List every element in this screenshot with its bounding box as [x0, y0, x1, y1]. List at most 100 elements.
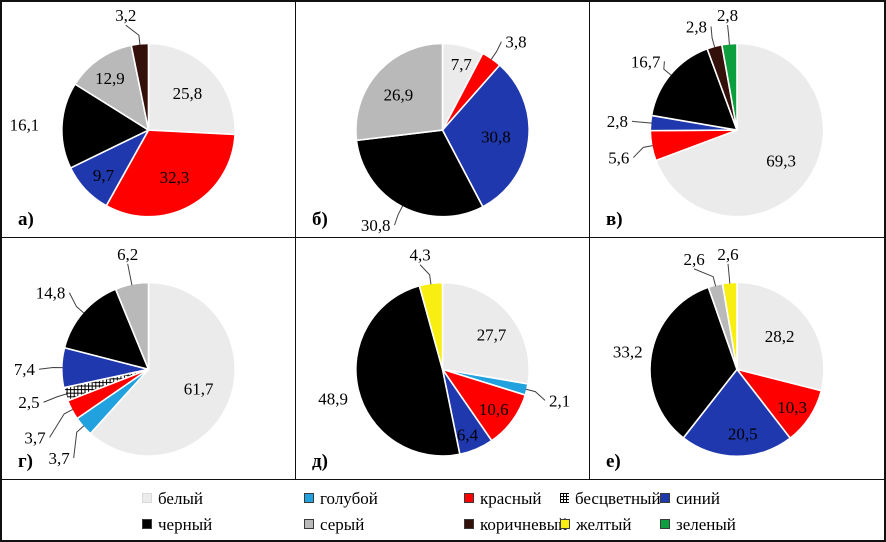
legend-row: черный серый коричневый желтый зеленый [2, 511, 884, 537]
pie-slice-gray [355, 42, 444, 142]
data-label-gray: 26,9 [384, 85, 414, 104]
label-leader-line [49, 408, 73, 438]
label-leader-line [631, 120, 652, 124]
label-leader-line [663, 61, 672, 76]
legend-item-red: красный [464, 490, 560, 507]
legend-item-green: зеленый [660, 516, 884, 533]
panel-label-g: г) [18, 451, 33, 472]
pie-chart-a: 25,8 32,3 9,7 16,1 12,9 3,2 [10, 6, 236, 218]
data-label-white: 7,7 [451, 55, 472, 74]
legend-swatch-black-icon [142, 519, 152, 529]
pie-slice-gray [74, 44, 150, 131]
legend-label-brown: коричневый [480, 514, 568, 534]
pie-slice-white [89, 281, 236, 457]
data-label-white: 25,8 [173, 84, 203, 103]
data-label-red: 10,3 [777, 398, 807, 417]
data-label-blue: 7,4 [14, 360, 36, 379]
data-label-blue: 9,7 [93, 166, 114, 185]
pie-slice-blue [682, 368, 791, 458]
data-label-brown: 2,8 [686, 17, 707, 36]
data-label-black: 16,7 [631, 52, 661, 71]
legend-label-red: красный [480, 488, 542, 508]
label-leader-line [490, 41, 502, 60]
panel-label-a: а) [18, 209, 34, 230]
data-label-gray: 6,2 [117, 245, 138, 264]
data-label-black: 48,9 [318, 389, 348, 408]
data-label-red: 3,8 [505, 33, 526, 52]
pie-chart-e: 28,2 10,3 20,5 33,2 2,6 2,6 [613, 245, 825, 458]
legend-item-lightblue: голубой [304, 490, 464, 507]
label-leader-line [525, 388, 546, 401]
legend-label-black: черный [158, 514, 213, 534]
data-label-colorless: 2,5 [18, 393, 39, 412]
legend-label-white: белый [158, 488, 203, 508]
data-label-red: 3,7 [24, 428, 45, 447]
legend-swatch-red-icon [464, 493, 474, 503]
panel-row-top: 25,8 32,3 9,7 16,1 12,9 3,2 а) 7,7 3,8 30,8 30,8… [2, 2, 884, 238]
pie-panel-d: 27,7 2,1 10,6 6,4 48,9 4,3 д) [296, 238, 590, 479]
legend-item-colorless: бесцветный [560, 488, 661, 508]
pie-panel-g: 61,7 3,7 3,7 2,5 7,4 14,8 6,2 г) [2, 238, 296, 479]
data-label-lightblue: 3,7 [48, 449, 69, 468]
legend-item-yellow: желтый [560, 516, 660, 533]
data-label-red: 10,6 [479, 400, 509, 419]
legend-label-yellow: желтый [576, 514, 632, 534]
legend-item-white: белый [142, 490, 304, 507]
pie-chart-g: 61,7 3,73,7 2,5 7,4 14,8 6,2 [14, 245, 236, 468]
pie-panel-a: 25,8 32,3 9,7 16,1 12,9 3,2 а) [2, 2, 296, 238]
pie-slice-blue [441, 64, 530, 208]
legend-row: белый голубой красный бесцветный синий [2, 485, 884, 511]
legend-swatch-lightblue-icon [304, 493, 314, 503]
data-label-lightblue: 2,1 [549, 391, 570, 410]
label-leader-line [632, 145, 653, 158]
label-leader-line [693, 268, 717, 287]
pie-panel-b: 7,7 3,8 30,8 30,8 26,9 б) [296, 2, 590, 238]
label-leader-line [394, 205, 404, 226]
legend-swatch-blue-icon [660, 493, 670, 503]
data-label-green: 2,8 [717, 6, 738, 25]
label-leader-line [43, 393, 67, 403]
label-leader-line [727, 263, 731, 284]
label-leader-line [419, 264, 432, 285]
pie-chart-d: 27,7 2,1 10,66,4 48,9 4,3 [318, 246, 570, 457]
data-label-black: 16,1 [10, 115, 40, 134]
data-label-blue: 30,8 [481, 127, 511, 146]
legend-swatch-brown-icon [464, 519, 474, 529]
pie-slice-white [147, 42, 236, 136]
label-leader-line [727, 25, 730, 45]
legend: белый голубой красный бесцветный синий черный… [2, 479, 884, 540]
legend-swatch-white-icon [142, 493, 152, 503]
data-label-red: 5,6 [608, 148, 629, 167]
data-label-white: 28,2 [765, 327, 795, 346]
panel-label-b: б) [312, 209, 328, 230]
legend-swatch-yellow-icon [560, 519, 570, 529]
pie-panel-v: 69,3 5,6 2,8 16,7 2,8 2,8 в) [590, 2, 884, 238]
legend-swatch-green-icon [660, 519, 670, 529]
pie-chart-b: 7,7 3,8 30,8 30,8 26,9 [355, 33, 530, 235]
legend-label-colorless: бесцветный [575, 488, 661, 508]
data-label-white: 61,7 [184, 380, 214, 399]
legend-label-green: зеленый [676, 514, 736, 534]
label-leader-line [127, 263, 133, 286]
pie-slice-black [355, 284, 461, 457]
data-label-gray: 12,9 [95, 69, 125, 88]
data-label-black: 14,8 [36, 284, 66, 303]
legend-item-black: черный [142, 516, 304, 533]
data-label-white: 27,7 [477, 326, 507, 345]
label-leader-line [710, 26, 716, 48]
data-label-blue: 6,4 [457, 426, 479, 445]
panel-row-bottom: 61,7 3,7 3,7 2,5 7,4 14,8 6,2 г) 27,7 2,1 10,6 6,… [2, 238, 884, 479]
legend-label-gray: серый [320, 514, 365, 534]
legend-label-lightblue: голубой [320, 488, 378, 508]
pie-slice-white [736, 281, 825, 392]
pie-slice-white [441, 281, 530, 385]
legend-item-brown: коричневый [464, 516, 567, 533]
panel-label-d: д) [312, 451, 328, 472]
data-label-blue: 2,8 [607, 112, 628, 131]
pie-slice-black [61, 83, 150, 169]
legend-item-gray: серый [304, 516, 464, 533]
data-label-blue: 20,5 [728, 424, 758, 443]
pie-chart-v: 69,3 5,6 2,8 16,7 2,8 2,8 [607, 6, 825, 218]
data-label-black: 30,8 [361, 216, 391, 235]
